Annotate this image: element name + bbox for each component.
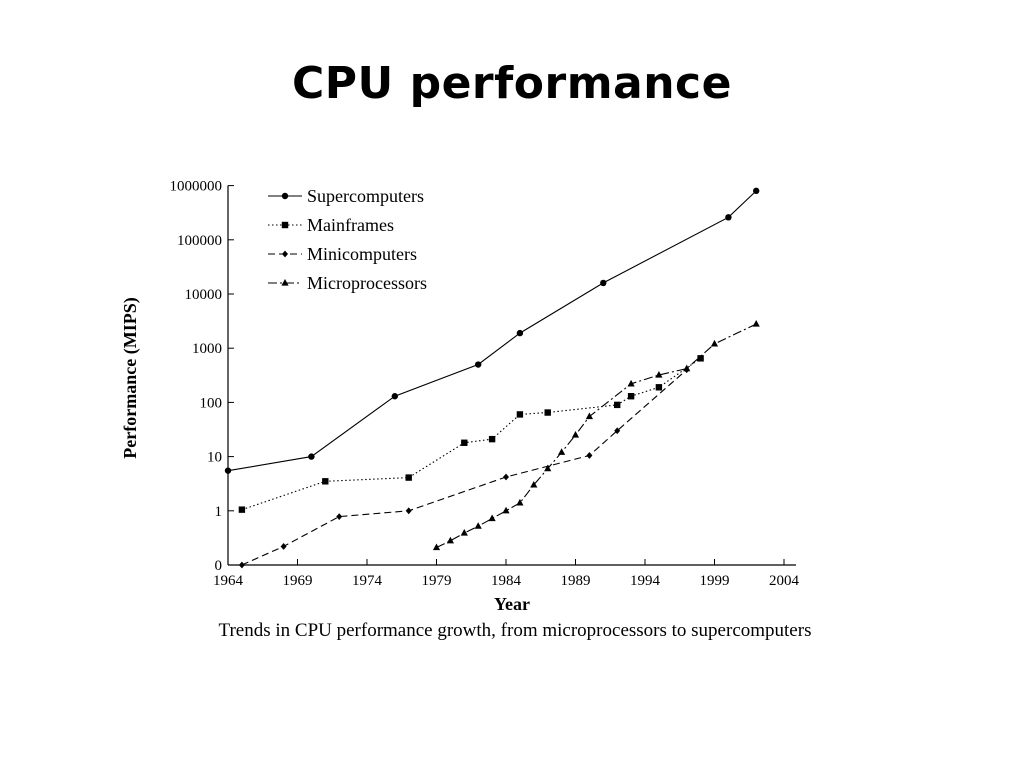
microprocessors-point [460, 528, 468, 536]
supercomputers-point [308, 453, 315, 460]
x-tick-label: 1969 [283, 573, 313, 589]
microprocessors-point [627, 379, 635, 387]
mainframes-line [241, 357, 701, 511]
minicomputers-point [405, 507, 412, 515]
supercomputers-point [753, 187, 760, 195]
y-tick-label: 0 [215, 558, 223, 574]
legend-label: Minicomputers [307, 244, 417, 264]
legend-marker [281, 192, 289, 200]
legend-item-mainframes: Mainframes [268, 215, 394, 235]
legend-label: Microprocessors [307, 273, 427, 293]
mainframes-point [238, 506, 246, 513]
x-tick-label: 1989 [561, 573, 591, 589]
chart-series [224, 187, 760, 569]
x-axis-label: Year [494, 594, 530, 614]
legend-item-minicomputers: Minicomputers [268, 244, 417, 264]
supercomputers-point [600, 279, 607, 287]
slide-title: CPU performance [292, 58, 732, 109]
microprocessors-point [571, 431, 580, 438]
microprocessors-point [544, 464, 552, 472]
supercomputers-line [227, 190, 757, 472]
minicomputers-point [614, 427, 621, 435]
mainframes-point [322, 478, 329, 485]
mainframes-point [461, 439, 468, 446]
legend-marker [281, 221, 289, 229]
microprocessors-line [436, 323, 757, 548]
legend-item-microprocessors: Microprocessors [268, 273, 427, 293]
supercomputers-point [391, 393, 398, 400]
supercomputers-point [475, 361, 482, 368]
series-minicomputers [238, 366, 690, 569]
microprocessors-point [516, 498, 524, 506]
y-tick-label: 1000 [192, 341, 222, 357]
minicomputers-point [503, 473, 509, 481]
y-tick-label: 100000 [177, 233, 222, 249]
mainframes-point [488, 435, 496, 443]
y-tick-label: 10000 [185, 287, 223, 303]
minicomputers-point [586, 452, 593, 459]
supercomputers-point [224, 467, 232, 474]
microprocessors-point [558, 448, 566, 455]
mainframes-point [655, 384, 663, 391]
minicomputers-point [280, 543, 287, 550]
microprocessors-point [683, 364, 691, 372]
series-supercomputers [224, 187, 760, 474]
x-tick-label: 2004 [769, 573, 800, 589]
x-tick-label: 1964 [213, 573, 244, 589]
mainframes-point [614, 401, 621, 409]
legend-label: Supercomputers [307, 186, 424, 206]
microprocessors-point [752, 319, 760, 327]
mainframes-point [516, 411, 524, 418]
y-tick-label: 10 [207, 450, 222, 466]
minicomputers-point [238, 561, 245, 569]
microprocessors-point [585, 412, 593, 420]
y-tick-label: 1 [215, 504, 223, 520]
legend-marker [281, 279, 289, 286]
x-tick-label: 1999 [700, 573, 730, 589]
mainframes-point [697, 355, 704, 362]
microprocessors-point [655, 371, 663, 378]
microprocessors-point [502, 506, 510, 514]
supercomputers-point [725, 214, 732, 221]
x-tick-label: 1979 [422, 573, 452, 589]
minicomputers-point [336, 513, 343, 521]
legend-marker [282, 250, 288, 258]
series-mainframes [238, 355, 704, 513]
microprocessors-point [432, 543, 441, 551]
legend-label: Mainframes [307, 215, 394, 235]
x-tick-label: 1984 [491, 573, 522, 589]
microprocessors-point [710, 339, 719, 347]
microprocessors-point [530, 480, 538, 488]
chart-legend: Supercomputers Mainframes Minicomputers Mic… [268, 186, 427, 293]
microprocessors-point [446, 536, 454, 544]
mainframes-point [544, 409, 551, 416]
microprocessors-point [488, 514, 496, 522]
chart-axes: 0 1 10 100 1000 10000 100000 1000000 1964 1969 197… [170, 179, 800, 589]
x-tick-label: 1994 [630, 573, 661, 589]
y-tick-label: 100 [200, 395, 223, 411]
supercomputers-point [516, 329, 524, 337]
legend-item-supercomputers: Supercomputers [268, 186, 424, 206]
x-tick-label: 1974 [352, 573, 383, 589]
series-microprocessors [432, 319, 760, 551]
y-axis-label: Performance (MIPS) [120, 297, 141, 458]
mainframes-point [405, 474, 412, 481]
microprocessors-point [474, 522, 482, 529]
mainframes-point [627, 393, 635, 400]
y-tick-label: 1000000 [170, 179, 223, 195]
chart-caption: Trends in CPU performance growth, from m… [218, 620, 812, 641]
minicomputers-line [241, 369, 688, 566]
